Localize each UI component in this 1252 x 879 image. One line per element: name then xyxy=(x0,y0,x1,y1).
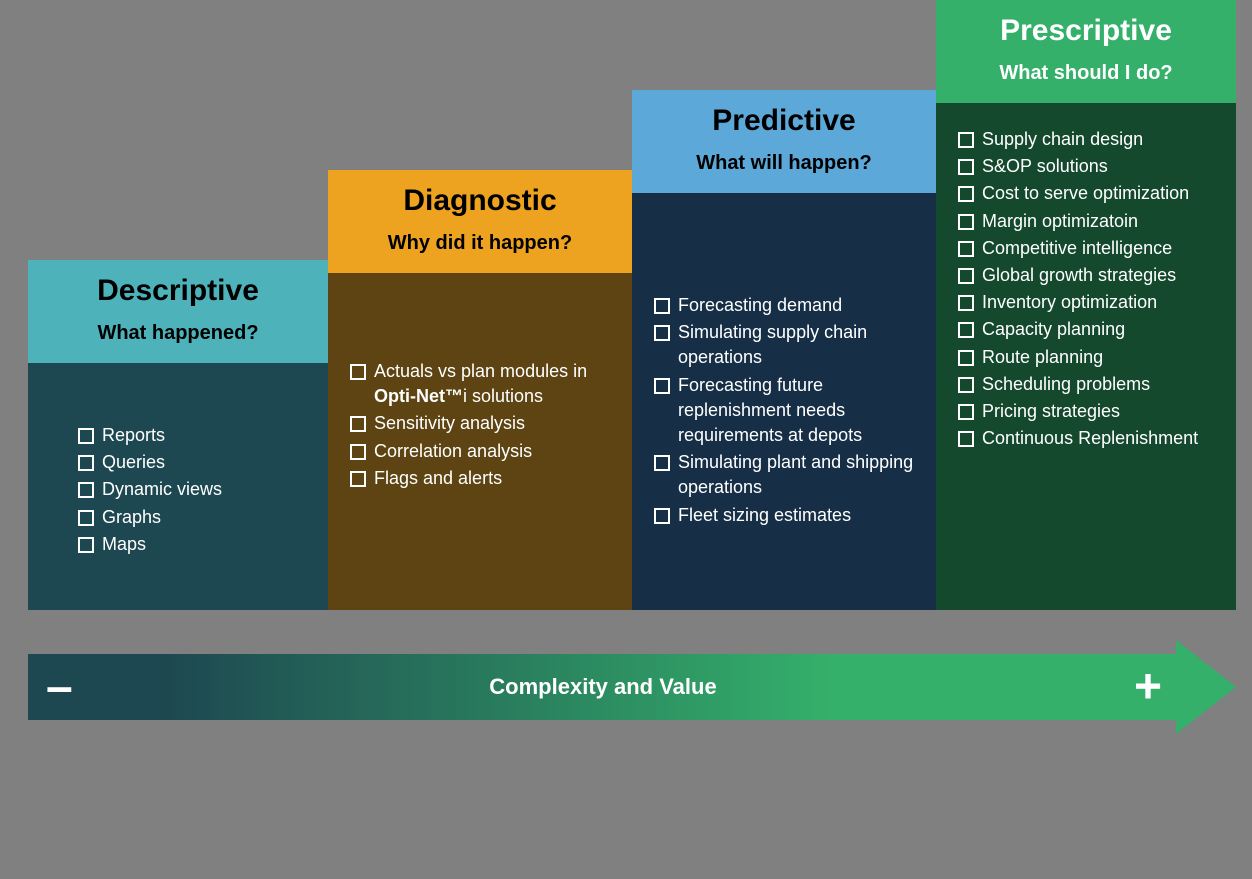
list-item: Competitive intelligence xyxy=(958,236,1218,261)
axis-bar: – Complexity and Value + xyxy=(28,654,1178,720)
list-item: Forecasting demand xyxy=(654,293,918,318)
list-item: S&OP solutions xyxy=(958,154,1218,179)
column-predictive: Predictive What will happen? Forecasting d… xyxy=(632,90,936,610)
column-diagnostic: Diagnostic Why did it happen? Actuals vs p… xyxy=(328,170,632,610)
column-body-descriptive: ReportsQueriesDynamic views GraphsMaps xyxy=(28,363,328,610)
column-title: Diagnostic xyxy=(338,184,622,218)
column-title: Predictive xyxy=(642,104,926,138)
list-item: Maps xyxy=(78,532,310,557)
list-item: Flags and alerts xyxy=(350,466,614,491)
axis-plus-icon: + xyxy=(1134,660,1162,715)
list-item: Route planning xyxy=(958,345,1218,370)
axis-arrowhead-icon xyxy=(1176,640,1236,734)
column-item-list: Forecasting demandSimulating supply chai… xyxy=(654,293,918,528)
axis-label: Complexity and Value xyxy=(489,674,716,700)
list-item: Actuals vs plan modules in Opti-Net™i so… xyxy=(350,359,614,409)
list-item: Correlation analysis xyxy=(350,439,614,464)
column-prescriptive: Prescriptive What should I do? Supply chai… xyxy=(936,0,1236,610)
list-item: Cost to serve optimization xyxy=(958,181,1218,206)
complexity-value-axis: – Complexity and Value + xyxy=(28,640,1236,734)
list-item: Margin optimizatoin xyxy=(958,209,1218,234)
column-item-list: Supply chain designS&OP solutionsCost to… xyxy=(958,127,1218,451)
list-item: Inventory optimization xyxy=(958,290,1218,315)
column-subtitle: Why did it happen? xyxy=(338,232,622,255)
column-title: Descriptive xyxy=(38,274,318,308)
column-body-diagnostic: Actuals vs plan modules in Opti-Net™i so… xyxy=(328,273,632,610)
list-item: Reports xyxy=(78,423,310,448)
column-item-list: Actuals vs plan modules in Opti-Net™i so… xyxy=(350,359,614,491)
column-descriptive: DescriptiveWhat happened?ReportsQueriesD… xyxy=(28,260,328,610)
list-item: Simulating plant and shipping operations xyxy=(654,450,918,500)
column-subtitle: What should I do? xyxy=(946,62,1226,85)
column-header-diagnostic: Diagnostic Why did it happen? xyxy=(328,170,632,273)
list-item: Global growth strategies xyxy=(958,263,1218,288)
list-item: Sensitivity analysis xyxy=(350,411,614,436)
list-item: Queries xyxy=(78,450,310,475)
column-item-list: ReportsQueriesDynamic views GraphsMaps xyxy=(78,423,310,557)
list-item: Capacity planning xyxy=(958,317,1218,342)
column-header-prescriptive: Prescriptive What should I do? xyxy=(936,0,1236,103)
list-item: Supply chain design xyxy=(958,127,1218,152)
list-item: Fleet sizing estimates xyxy=(654,503,918,528)
column-title: Prescriptive xyxy=(946,14,1226,48)
list-item: Simulating supply chain operations xyxy=(654,320,918,370)
column-subtitle: What happened? xyxy=(38,322,318,345)
column-body-predictive: Forecasting demandSimulating supply chai… xyxy=(632,193,936,610)
list-item: Dynamic views xyxy=(78,477,310,502)
column-subtitle: What will happen? xyxy=(642,152,926,175)
column-body-prescriptive: Supply chain designS&OP solutionsCost to… xyxy=(936,103,1236,610)
axis-minus-icon: – xyxy=(46,660,73,715)
column-header-descriptive: Descriptive What happened? xyxy=(28,260,328,363)
analytics-maturity-staircase: DescriptiveWhat happened?ReportsQueriesD… xyxy=(28,0,1236,610)
list-item: Continuous Replenishment xyxy=(958,426,1218,451)
list-item: Forecasting future replenishment needs r… xyxy=(654,373,918,449)
list-item: Pricing strategies xyxy=(958,399,1218,424)
list-item: Graphs xyxy=(78,505,310,530)
column-header-predictive: Predictive What will happen? xyxy=(632,90,936,193)
list-item: Scheduling problems xyxy=(958,372,1218,397)
